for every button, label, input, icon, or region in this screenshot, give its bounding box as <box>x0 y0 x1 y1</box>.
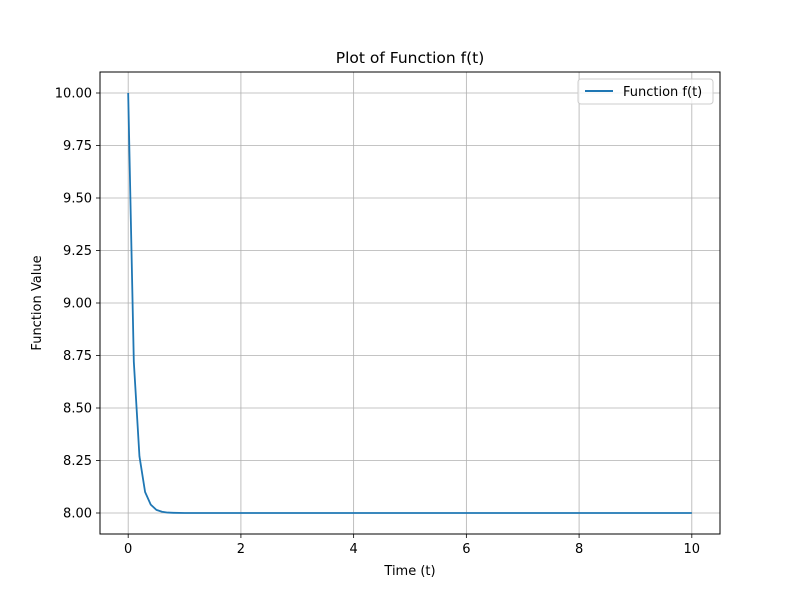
x-tick-label: 0 <box>124 542 132 557</box>
y-tick-label: 8.50 <box>63 402 92 417</box>
y-tick-label: 9.25 <box>63 244 92 259</box>
y-axis: 8.00 8.25 8.50 8.75 9.00 9.25 9.50 9.75 10.00 <box>55 87 100 522</box>
y-tick-label: 8.00 <box>63 507 92 522</box>
legend: Function f(t) <box>577 78 714 105</box>
legend-label: Function f(t) <box>623 85 702 100</box>
x-axis-label: Time (t) <box>383 564 435 579</box>
y-tick-label: 8.25 <box>63 454 92 469</box>
y-tick-label: 9.50 <box>63 192 92 207</box>
grid <box>100 72 720 534</box>
x-axis: 0 2 4 6 8 10 <box>124 534 700 557</box>
series-layer <box>127 92 692 514</box>
y-tick-label: 9.00 <box>63 297 92 312</box>
series-line <box>127 92 692 514</box>
y-axis-label: Function Value <box>30 255 45 350</box>
y-tick-label: 9.75 <box>63 139 92 154</box>
y-tick-label: 8.75 <box>63 349 92 364</box>
x-tick-label: 2 <box>237 542 245 557</box>
legend-box <box>577 78 714 105</box>
x-tick-label: 8 <box>575 542 583 557</box>
x-tick-label: 10 <box>684 542 701 557</box>
x-tick-label: 6 <box>462 542 470 557</box>
y-tick-label: 10.00 <box>55 87 92 102</box>
x-tick-label: 4 <box>349 542 357 557</box>
chart-title: Plot of Function f(t) <box>336 49 485 67</box>
